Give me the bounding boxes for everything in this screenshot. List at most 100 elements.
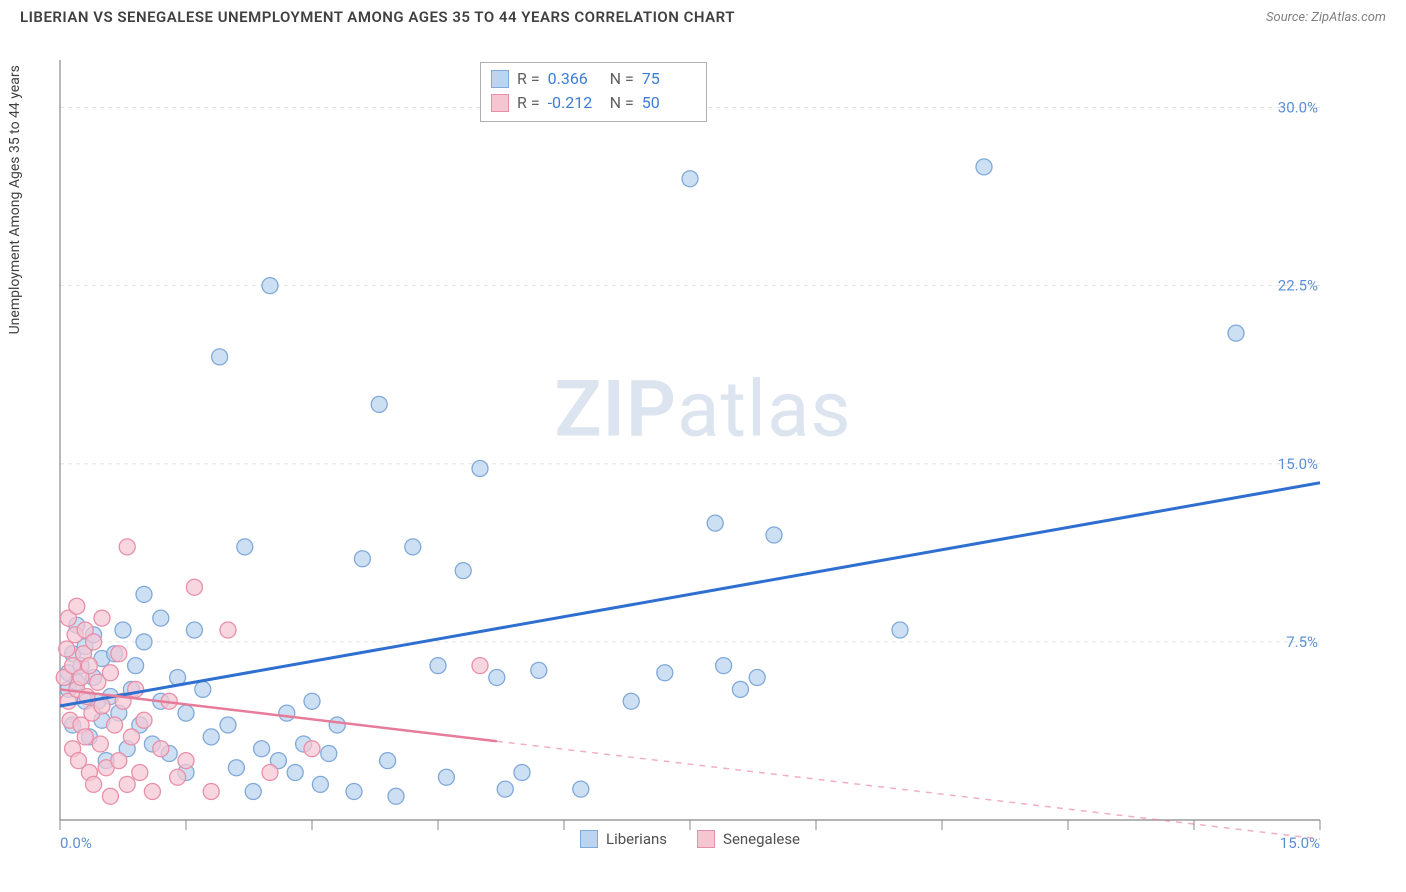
data-point xyxy=(766,527,782,543)
data-point xyxy=(329,717,345,733)
r-label: R = xyxy=(517,91,540,115)
data-point xyxy=(102,665,118,681)
stats-row: R = -0.212 N = 50 xyxy=(491,91,696,115)
legend-label: Liberians xyxy=(606,830,667,848)
data-point xyxy=(346,784,362,800)
legend-label: Senegalese xyxy=(723,830,800,848)
data-point xyxy=(77,729,93,745)
legend-swatch xyxy=(580,830,598,848)
trend-line xyxy=(60,483,1320,706)
data-point xyxy=(657,665,673,681)
data-point xyxy=(430,658,446,674)
data-point xyxy=(749,670,765,686)
data-point xyxy=(573,781,589,797)
data-point xyxy=(119,776,135,792)
data-point xyxy=(262,765,278,781)
data-point xyxy=(455,563,471,579)
svg-text:22.5%: 22.5% xyxy=(1278,277,1318,295)
data-point xyxy=(153,741,169,757)
series-swatch xyxy=(491,70,509,88)
r-value: 0.366 xyxy=(548,67,602,91)
legend-swatch xyxy=(697,830,715,848)
svg-text:30.0%: 30.0% xyxy=(1278,99,1318,117)
data-point xyxy=(354,551,370,567)
data-point xyxy=(1228,325,1244,341)
data-point xyxy=(262,278,278,294)
legend-item: Liberians xyxy=(580,830,667,848)
data-point xyxy=(136,586,152,602)
trend-line-extrapolated xyxy=(497,741,1320,839)
data-point xyxy=(86,634,102,650)
data-point xyxy=(115,622,131,638)
y-axis-label: Unemployment Among Ages 35 to 44 years xyxy=(7,65,23,334)
data-point xyxy=(245,784,261,800)
scatter-plot: 7.5%15.0%22.5%30.0%0.0%15.0% xyxy=(20,40,1340,870)
data-point xyxy=(716,658,732,674)
data-point xyxy=(472,658,488,674)
correlation-stats-box: R =0.366N =75R =-0.212N =50 xyxy=(480,62,707,122)
data-point xyxy=(203,784,219,800)
data-point xyxy=(81,658,97,674)
svg-text:7.5%: 7.5% xyxy=(1286,633,1318,651)
data-point xyxy=(92,736,108,752)
data-point xyxy=(136,712,152,728)
data-point xyxy=(119,539,135,555)
data-point xyxy=(69,598,85,614)
data-point xyxy=(388,788,404,804)
r-value: -0.212 xyxy=(548,91,602,115)
data-point xyxy=(153,610,169,626)
data-point xyxy=(111,753,127,769)
data-point xyxy=(438,769,454,785)
data-point xyxy=(531,662,547,678)
n-label: N = xyxy=(610,91,634,115)
data-point xyxy=(237,539,253,555)
svg-text:15.0%: 15.0% xyxy=(1278,455,1318,473)
data-point xyxy=(321,746,337,762)
n-label: N = xyxy=(610,67,634,91)
data-point xyxy=(976,159,992,175)
data-point xyxy=(254,741,270,757)
data-point xyxy=(220,622,236,638)
data-point xyxy=(59,641,75,657)
svg-text:0.0%: 0.0% xyxy=(60,834,92,852)
data-point xyxy=(102,788,118,804)
data-point xyxy=(228,760,244,776)
data-point xyxy=(304,741,320,757)
data-point xyxy=(497,781,513,797)
source-label: Source: ZipAtlas.com xyxy=(1266,10,1386,25)
data-point xyxy=(312,776,328,792)
n-value: 50 xyxy=(642,91,696,115)
data-point xyxy=(220,717,236,733)
data-point xyxy=(144,784,160,800)
data-point xyxy=(203,729,219,745)
series-legend: Liberians Senegalese xyxy=(580,830,800,848)
data-point xyxy=(186,622,202,638)
data-point xyxy=(94,610,110,626)
data-point xyxy=(111,646,127,662)
data-point xyxy=(212,349,228,365)
data-point xyxy=(304,693,320,709)
data-point xyxy=(405,539,421,555)
data-point xyxy=(195,681,211,697)
data-point xyxy=(623,693,639,709)
r-label: R = xyxy=(517,67,540,91)
data-point xyxy=(178,753,194,769)
data-point xyxy=(279,705,295,721)
stats-row: R =0.366N =75 xyxy=(491,67,696,91)
data-point xyxy=(123,729,139,745)
data-point xyxy=(170,769,186,785)
data-point xyxy=(472,461,488,477)
data-point xyxy=(178,705,194,721)
data-point xyxy=(380,753,396,769)
data-point xyxy=(132,765,148,781)
data-point xyxy=(371,396,387,412)
legend-item: Senegalese xyxy=(697,830,800,848)
data-point xyxy=(136,634,152,650)
chart-title: LIBERIAN VS SENEGALESE UNEMPLOYMENT AMON… xyxy=(20,8,735,26)
data-point xyxy=(892,622,908,638)
data-point xyxy=(86,776,102,792)
data-point xyxy=(128,658,144,674)
data-point xyxy=(514,765,530,781)
data-point xyxy=(707,515,723,531)
data-point xyxy=(287,765,303,781)
